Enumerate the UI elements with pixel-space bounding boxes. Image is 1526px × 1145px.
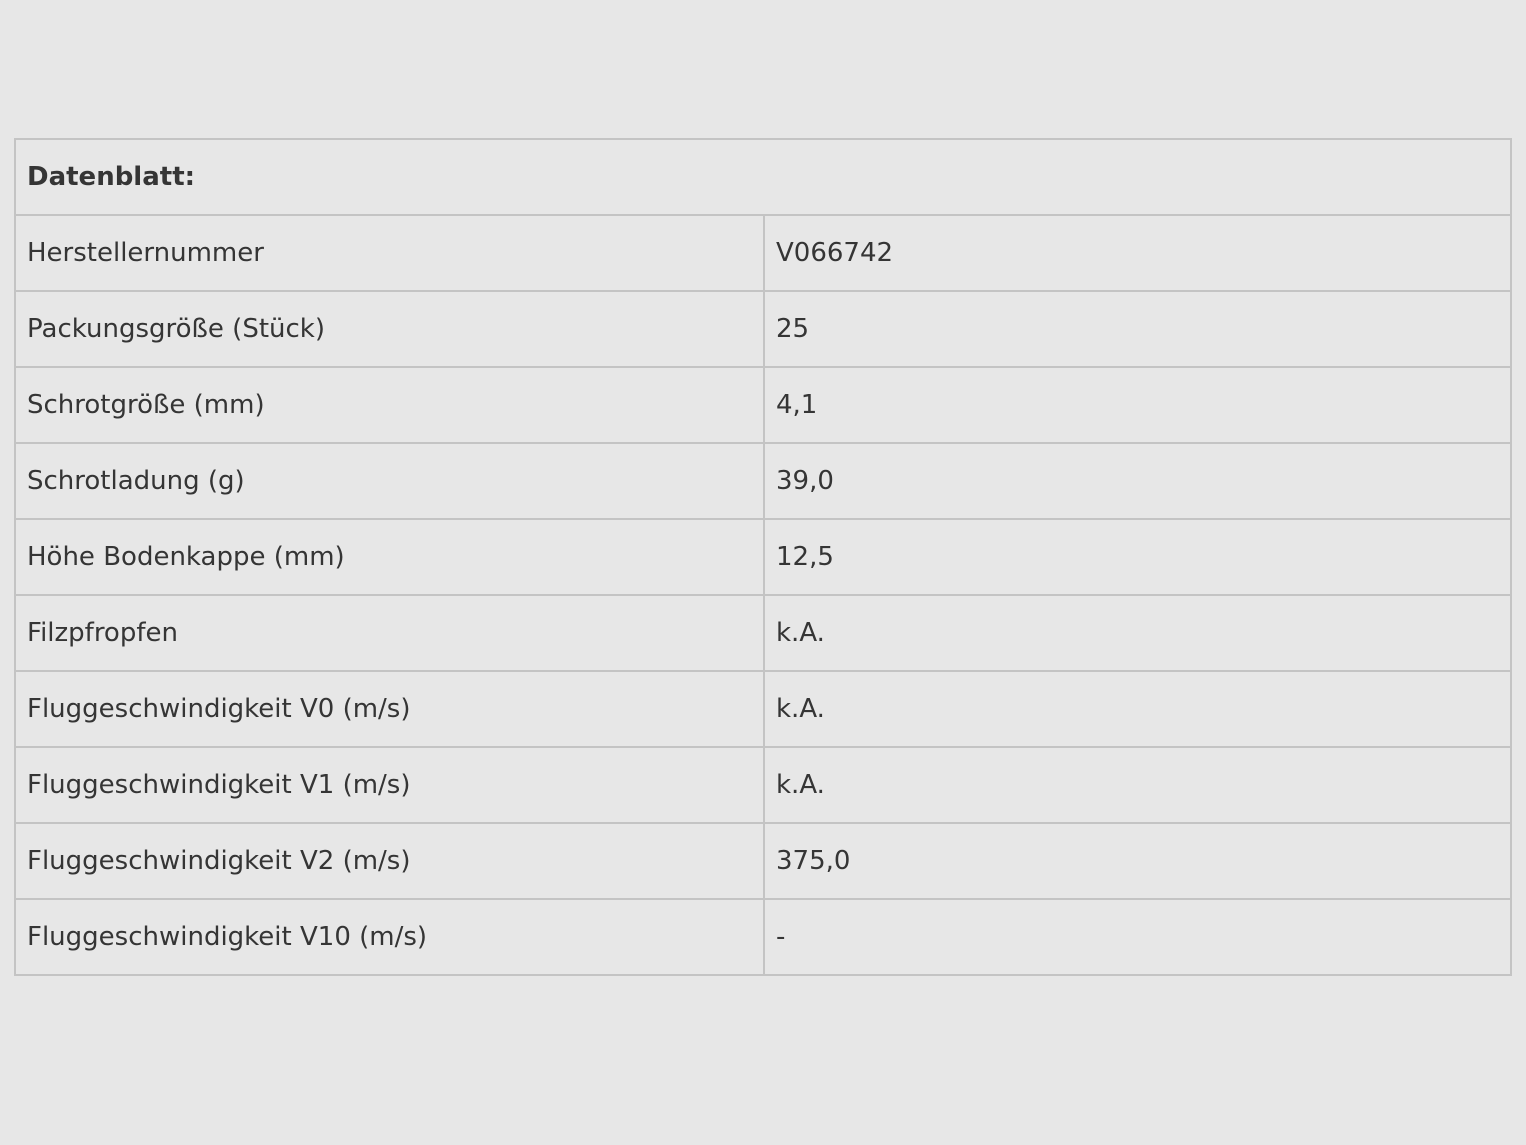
table-row: Fluggeschwindigkeit V10 (m/s) - [14, 898, 1512, 976]
cell-label: Fluggeschwindigkeit V2 (m/s) [14, 822, 765, 900]
cell-label: Schrotladung (g) [14, 442, 765, 520]
table-title: Datenblatt: [14, 138, 1512, 216]
cell-label: Fluggeschwindigkeit V10 (m/s) [14, 898, 765, 976]
cell-value: 375,0 [763, 822, 1512, 900]
cell-label: Höhe Bodenkappe (mm) [14, 518, 765, 596]
cell-value: k.A. [763, 670, 1512, 748]
cell-label: Fluggeschwindigkeit V0 (m/s) [14, 670, 765, 748]
table-row: Filzpfropfen k.A. [14, 594, 1512, 672]
cell-value: - [763, 898, 1512, 976]
datasheet-table: Datenblatt: Herstellernummer V066742 Packu… [14, 138, 1512, 976]
table-row: Fluggeschwindigkeit V1 (m/s) k.A. [14, 746, 1512, 824]
cell-value: k.A. [763, 746, 1512, 824]
cell-value: 25 [763, 290, 1512, 368]
table-row: Fluggeschwindigkeit V2 (m/s) 375,0 [14, 822, 1512, 900]
cell-label: Schrotgröße (mm) [14, 366, 765, 444]
cell-label: Herstellernummer [14, 214, 765, 292]
cell-label: Fluggeschwindigkeit V1 (m/s) [14, 746, 765, 824]
cell-value: 39,0 [763, 442, 1512, 520]
cell-label: Packungsgröße (Stück) [14, 290, 765, 368]
table-row: Fluggeschwindigkeit V0 (m/s) k.A. [14, 670, 1512, 748]
cell-value: V066742 [763, 214, 1512, 292]
table-row: Packungsgröße (Stück) 25 [14, 290, 1512, 368]
cell-value: k.A. [763, 594, 1512, 672]
table-row: Herstellernummer V066742 [14, 214, 1512, 292]
table-row: Höhe Bodenkappe (mm) 12,5 [14, 518, 1512, 596]
table-row: Schrotgröße (mm) 4,1 [14, 366, 1512, 444]
cell-value: 4,1 [763, 366, 1512, 444]
table-row: Schrotladung (g) 39,0 [14, 442, 1512, 520]
cell-label: Filzpfropfen [14, 594, 765, 672]
table-body: Herstellernummer V066742 Packungsgröße (St… [14, 214, 1512, 976]
table-header-row: Datenblatt: [14, 138, 1512, 216]
cell-value: 12,5 [763, 518, 1512, 596]
